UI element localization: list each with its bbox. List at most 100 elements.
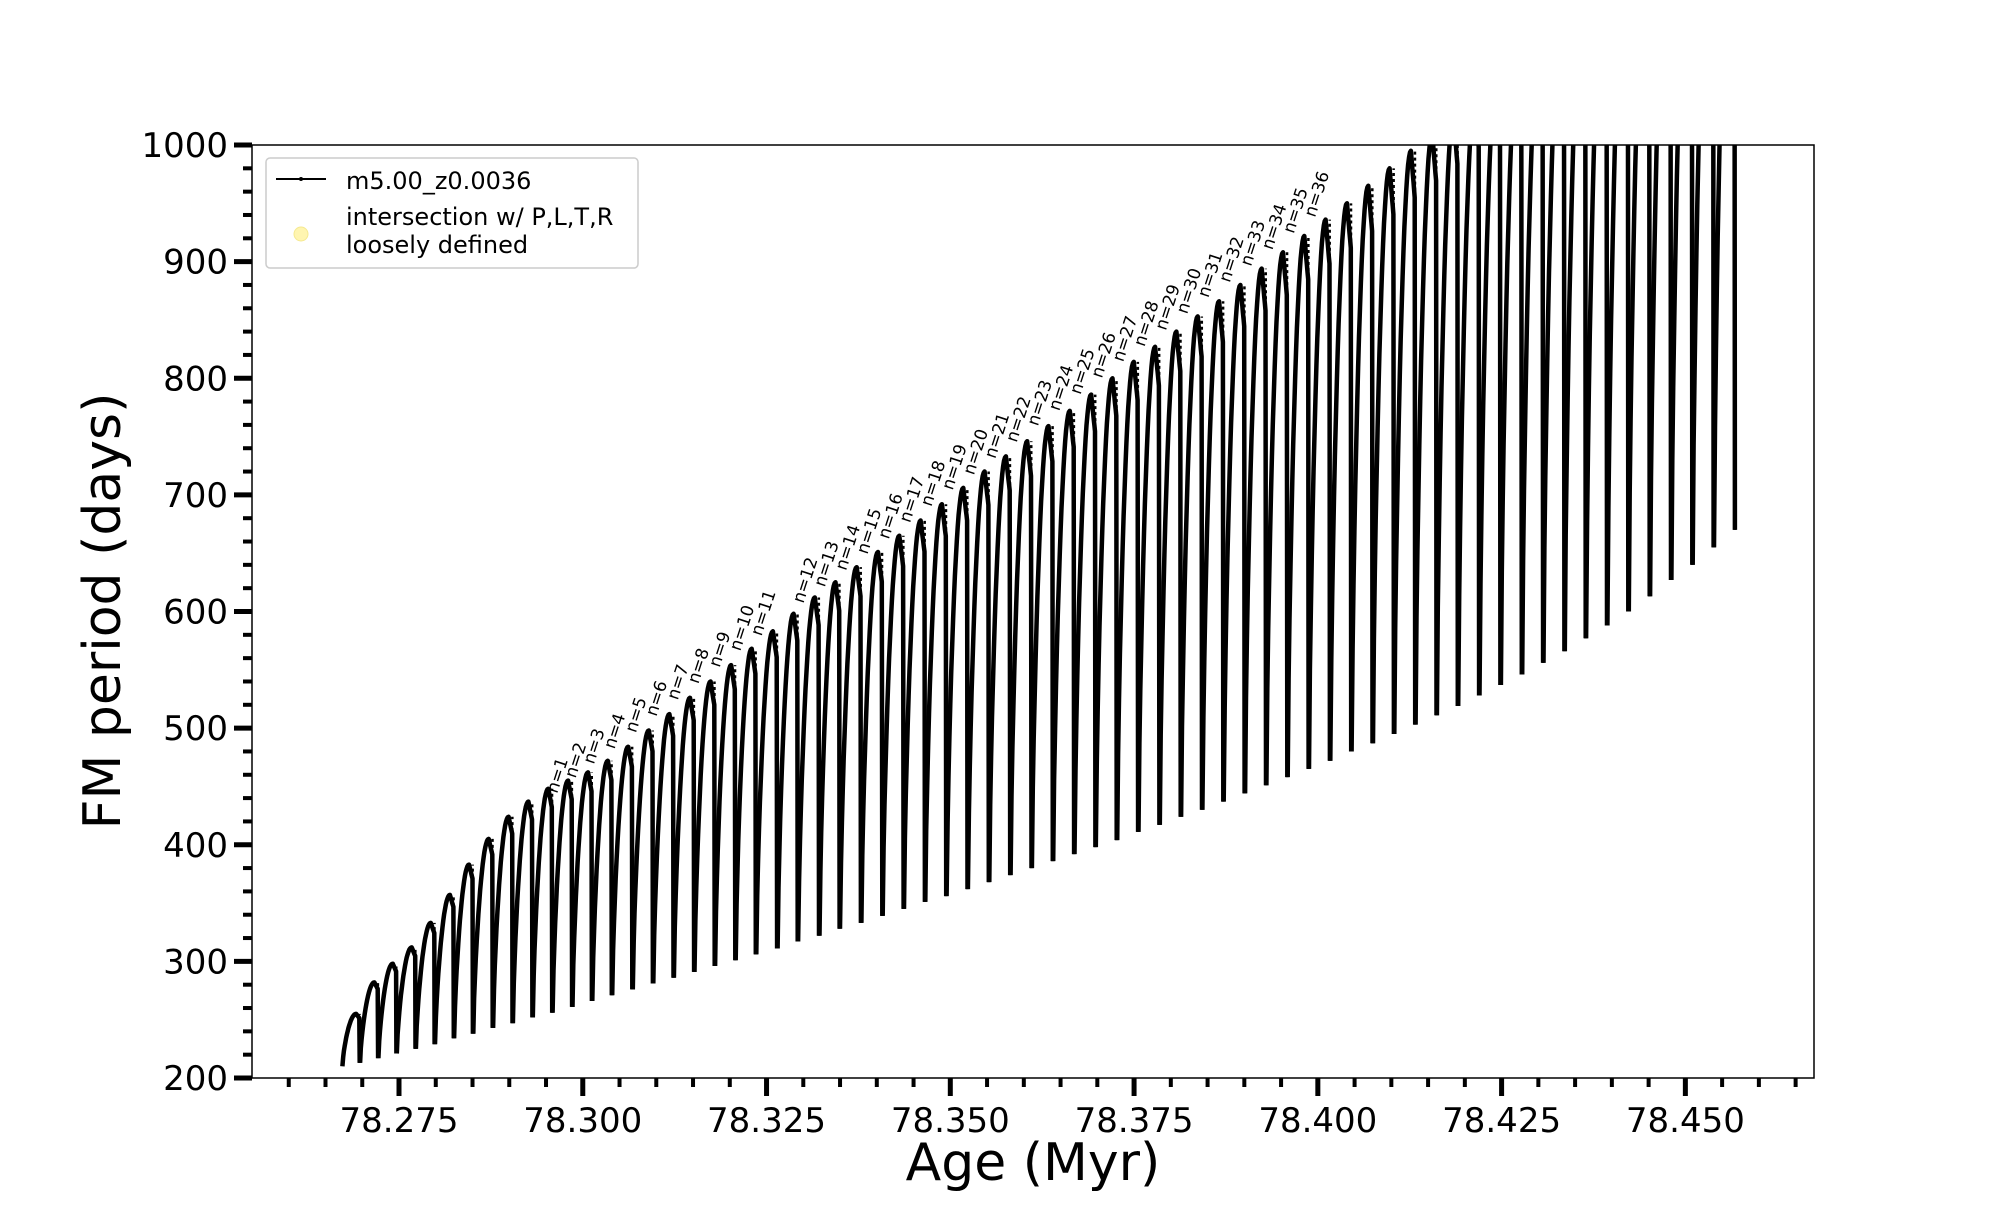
pulse-cycle (1669, 145, 1695, 581)
pulse-cycle (754, 629, 780, 955)
pulse-cycle (1647, 145, 1674, 597)
y-tick-label: 400 (163, 826, 228, 866)
pulse-cycle (1583, 145, 1610, 639)
pulse-cycle (880, 533, 906, 916)
y-axis: 200 300 400 500 600 700 800 900 1000 (141, 126, 252, 1099)
series-m5.00_z0.0036 (340, 145, 1738, 1067)
x-axis-label: Age (Myr) (906, 1133, 1161, 1193)
x-tick-label: 78.375 (1075, 1101, 1194, 1141)
pulse-cycle (1711, 145, 1738, 548)
pulse-cycle (1328, 201, 1354, 761)
pulse-cycle (1264, 250, 1290, 786)
pulse-cycle (1008, 438, 1034, 876)
pulse-cycle (340, 1011, 362, 1067)
y-tick-label: 600 (163, 593, 228, 633)
x-tick-label: 78.425 (1442, 1101, 1561, 1141)
y-tick-label: 500 (163, 709, 228, 749)
y-tick-label: 1000 (141, 126, 228, 166)
pulse-cycle (1200, 299, 1226, 810)
pulse-cycle (471, 836, 495, 1034)
y-tick-label: 900 (163, 243, 228, 283)
legend-label-series: m5.00_z0.0036 (346, 167, 531, 195)
legend-line-point (299, 177, 303, 181)
pulse-cycle (1498, 145, 1525, 686)
pulse-cycle (1242, 266, 1269, 794)
pulse-cycle (1413, 145, 1439, 725)
pulse-cycle (1349, 183, 1375, 752)
pulse-cycle (630, 728, 656, 990)
pulse-cycle (1477, 145, 1503, 696)
y-tick-label: 700 (163, 476, 228, 516)
pulse-cycle (1029, 423, 1056, 869)
pulse-cycle (1178, 314, 1205, 817)
pulse-cycle (394, 945, 418, 1054)
legend-label-line: loosely defined (346, 231, 528, 259)
legend-frame (265, 157, 639, 269)
pulse-cycle (1455, 145, 1482, 707)
pulse-cycle (965, 469, 992, 890)
pulse-cycle (733, 646, 759, 961)
x-tick-label: 78.275 (340, 1101, 459, 1141)
pulse-cycle (530, 786, 555, 1018)
pulse-cycle (1285, 233, 1311, 778)
x-axis: 78.275 78.300 78.325 78.350 78.375 78.400 78.4… (286, 1078, 1798, 1141)
series-layer (340, 145, 1738, 1067)
pulse-cycle (712, 662, 738, 967)
pulse-cycle (1136, 344, 1162, 832)
pulse-cycle (859, 549, 885, 923)
legend-label-line: intersection w/ P,L,T,R (346, 203, 613, 231)
pulse-cycle (651, 711, 676, 984)
pulse-cycle (1370, 166, 1397, 744)
pulse-cycle (901, 518, 928, 909)
pulse-cycle (795, 595, 822, 942)
pulse-cycle (1626, 145, 1652, 612)
pulse-cycle (987, 454, 1013, 883)
pulse-cycle (775, 611, 800, 949)
pulse-cycle (510, 799, 535, 1024)
pulse-cycle (837, 564, 864, 929)
pulse-cycle (1541, 145, 1567, 663)
pulse-cycle (923, 501, 949, 902)
pulse-cycle (1392, 148, 1418, 735)
pulse-cycle (451, 862, 476, 1039)
x-tick-label: 78.450 (1626, 1101, 1745, 1141)
y-tick-label: 300 (163, 942, 228, 982)
pulse-cycle (1562, 145, 1588, 652)
pulse-cycle (590, 758, 615, 1002)
x-tick-label: 78.325 (707, 1101, 826, 1141)
pulse-cycle (1306, 217, 1333, 769)
pulse-cycle (1093, 376, 1119, 848)
pulse-cycle (609, 744, 635, 996)
x-tick-label: 78.300 (523, 1101, 642, 1141)
pulse-cycle (1434, 145, 1461, 716)
pulse-cycle (671, 695, 697, 978)
pulse-cycle (490, 814, 515, 1028)
pulse-cycle (570, 770, 595, 1007)
pulse-cycle (413, 920, 437, 1049)
pulse-cycle (1605, 145, 1631, 626)
pulse-cycle (357, 980, 381, 1063)
y-tick-label: 200 (163, 1059, 228, 1099)
pulse-cycle (1221, 282, 1247, 802)
pulse-cycle (1519, 145, 1546, 675)
pulse-cycle (550, 778, 575, 1013)
x-tick-label: 78.350 (891, 1101, 1010, 1141)
x-tick-label: 78.400 (1258, 1101, 1377, 1141)
pulse-cycle (1690, 145, 1716, 565)
legend-label-intersection: intersection w/ P,L,T,R loosely defined (346, 203, 613, 259)
pulse-cycle (944, 485, 970, 897)
y-axis-label: FM period (days) (73, 393, 133, 830)
pulse-cycle (1157, 329, 1183, 825)
pulse-cycle (692, 679, 717, 972)
y-tick-label: 800 (163, 359, 228, 399)
pulse-cycle (1114, 359, 1141, 841)
pulse-cycle (376, 961, 399, 1059)
pulse-cycle (817, 580, 842, 936)
legend: m5.00_z0.0036 intersection w/ P,L,T,R loo… (265, 157, 639, 269)
pulse-cycle (1072, 392, 1098, 855)
pulse-cycle (1050, 408, 1077, 862)
pulse-cycle (432, 892, 457, 1045)
legend-circle-marker (293, 226, 309, 242)
